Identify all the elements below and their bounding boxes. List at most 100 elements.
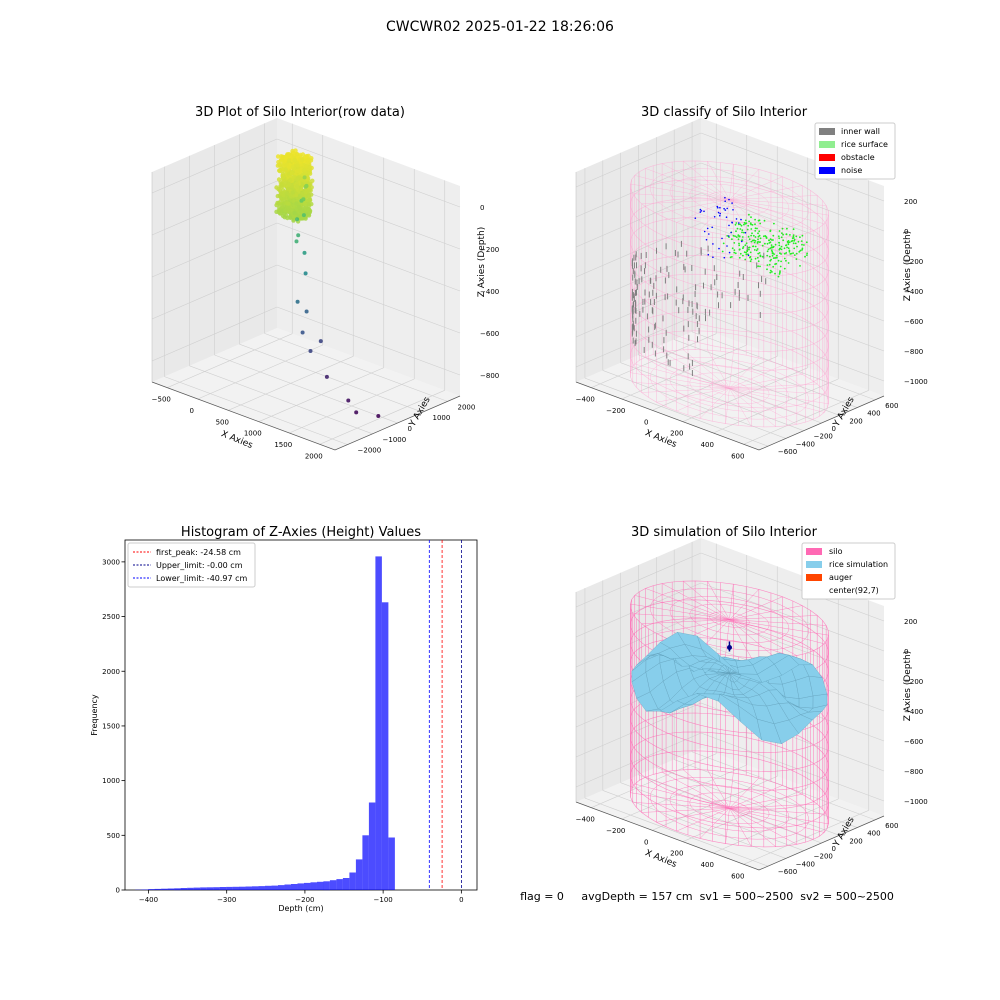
point-cluster — [275, 200, 280, 206]
histogram-bar — [317, 881, 324, 890]
silo-cap-spoke — [683, 580, 730, 620]
panel2-xtick-label: −400 — [576, 396, 595, 404]
silo-cap-spoke — [707, 581, 730, 620]
histogram-bar — [291, 884, 298, 890]
silo-cap-spoke — [699, 199, 730, 230]
point-cluster — [309, 201, 314, 207]
histogram-bar — [310, 882, 317, 890]
rice-surface-point — [755, 249, 758, 252]
legend-swatch-rice-simulation — [806, 561, 822, 568]
point-cluster — [307, 171, 313, 176]
rice-surface-point — [792, 252, 794, 255]
panel2-grid-z — [575, 222, 702, 278]
silo-cap-spoke — [729, 808, 827, 815]
panel3-plot-frame — [124, 539, 478, 891]
rice-surface-point — [770, 249, 773, 252]
point-scatter — [294, 239, 299, 244]
panel2-grid-y — [656, 347, 840, 416]
panel1-axis-line — [151, 381, 461, 451]
rice-surface-point — [734, 252, 737, 255]
silo-cap-spoke — [729, 199, 752, 238]
noise-point — [694, 217, 697, 219]
panel4-ztick-label: 0 — [904, 648, 908, 656]
panel4-grid-y — [602, 790, 786, 859]
silo-cap-spoke — [630, 372, 730, 389]
panel2-ytick-label: 200 — [849, 417, 862, 425]
panel2-grid-z — [700, 192, 885, 262]
panel4-grid-z — [700, 612, 885, 682]
rice-surface-point — [771, 239, 773, 241]
rice-surface-point — [805, 241, 808, 244]
panel4-title: 3D simulation of Silo Interior — [631, 525, 818, 540]
panel2-grid-z — [700, 132, 885, 202]
point-cluster — [308, 181, 313, 186]
panel4-xtick-label: −200 — [606, 827, 625, 835]
panel4-ytick-label: 200 — [849, 837, 862, 845]
rice-surface-point — [746, 249, 749, 252]
rice-surface-point — [796, 245, 798, 248]
rice-surface-point — [748, 220, 750, 223]
panel1-title: 3D Plot of Silo Interior(row data) — [195, 105, 405, 120]
panel2-grid-z — [575, 132, 702, 188]
rice-surface-point — [793, 240, 795, 242]
rice-surface-point — [737, 238, 740, 241]
rice-surface-point — [780, 245, 783, 248]
panel-simulation-3d: 3D simulation of Silo Interior −400−2000… — [576, 525, 928, 880]
rice-surface-point — [754, 223, 756, 226]
panel1-ztick-label: −200 — [480, 246, 499, 254]
panel3-legend: first_peak: -24.58 cm Upper_limit: -0.00… — [127, 542, 256, 588]
rice-surface-point — [737, 223, 740, 226]
panel1-grid-z — [151, 138, 278, 194]
legend-label-obstacle: obstacle — [841, 153, 875, 162]
rice-surface-point — [750, 240, 753, 243]
legend-swatch-obstacle — [819, 154, 835, 161]
noise-point — [741, 240, 743, 243]
panel2-grid-z — [700, 222, 885, 292]
point-cluster — [285, 215, 290, 221]
point-scatter — [303, 184, 308, 189]
panel3-ticks: −400 −300 −200 −100 0 0 500 1000 1500 2000 2500 300… — [102, 558, 463, 904]
rice-surface-point — [785, 244, 788, 247]
rice-surface-point — [753, 239, 755, 242]
silo-cap-spoke — [729, 357, 760, 389]
rice-surface-point — [734, 235, 736, 238]
panel2-grid-z — [700, 252, 885, 322]
noise-point — [719, 212, 721, 215]
point-scatter — [308, 349, 313, 353]
noise-point — [727, 235, 730, 237]
point-cluster — [297, 193, 303, 199]
silo-cap-spoke — [630, 603, 730, 620]
point-cluster — [277, 168, 282, 173]
noise-point — [703, 210, 705, 213]
noise-point — [717, 207, 719, 209]
silo-cap-spoke — [729, 808, 829, 825]
silo-cap-spoke — [729, 803, 818, 809]
silo-cap-spoke — [725, 199, 730, 235]
rice-surface-point — [781, 232, 783, 235]
rice-surface-point — [769, 238, 772, 241]
panel1-grid-z — [151, 264, 278, 320]
rice-surface-point — [786, 227, 788, 230]
noise-point — [726, 245, 728, 247]
rice-surface-point — [738, 242, 740, 245]
silo-cap-spoke — [729, 388, 797, 425]
panel1-ztick-label: −600 — [480, 330, 499, 338]
rice-surface-point — [793, 247, 796, 250]
point-cluster — [306, 213, 312, 218]
rice-surface-point — [758, 230, 761, 233]
noise-point — [716, 205, 719, 208]
noise-point — [717, 211, 720, 214]
point-cluster — [291, 198, 296, 204]
rice-surface-point — [754, 245, 757, 248]
rice-surface-point — [738, 235, 741, 238]
rice-surface-point — [801, 247, 804, 250]
rice-surface-point — [747, 235, 750, 238]
panel4-grid-z — [575, 582, 702, 638]
point-cluster — [308, 158, 314, 163]
histogram-bar — [329, 880, 337, 890]
panel2-grid-z — [575, 312, 702, 368]
rice-surface-point — [756, 227, 758, 230]
rice-surface-point — [733, 249, 736, 252]
noise-point — [747, 254, 750, 257]
rice-surface-point — [757, 252, 760, 255]
